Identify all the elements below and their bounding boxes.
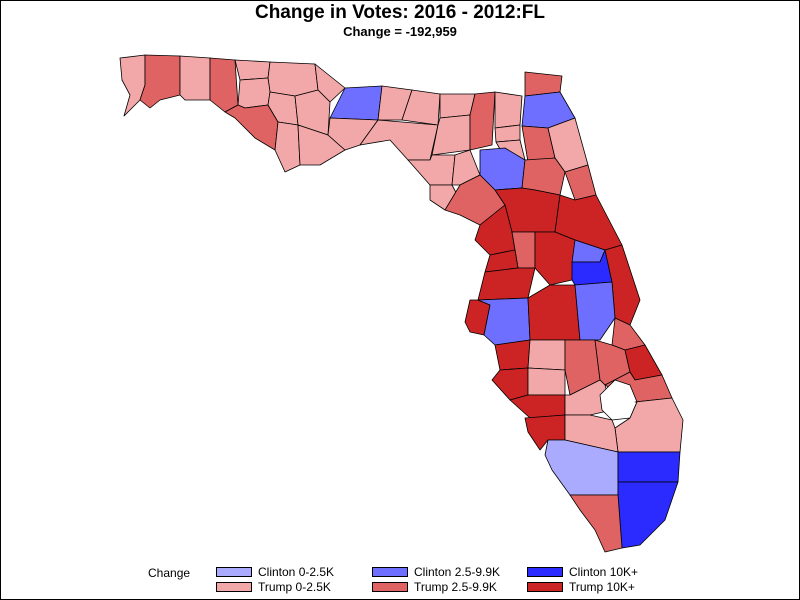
county-walton — [209, 57, 239, 113]
county-washington — [237, 77, 271, 109]
county-union — [494, 124, 521, 143]
county-broward — [617, 451, 681, 483]
county-pasco — [477, 267, 536, 301]
county-polk — [527, 284, 581, 341]
county-sarasota — [491, 367, 529, 401]
legend-swatch — [527, 582, 563, 592]
county-baker — [494, 91, 523, 129]
county-charlotte — [509, 394, 566, 419]
county-escambia — [119, 54, 146, 117]
legend-label: Trump 10K+ — [569, 580, 635, 594]
county-columbia — [469, 91, 496, 151]
county-franklin — [297, 124, 346, 166]
county-monroe — [569, 494, 623, 553]
legend-swatch — [372, 567, 408, 577]
legend-swatch — [216, 567, 252, 577]
county-wakulla — [327, 117, 379, 151]
county-flagler — [564, 164, 597, 201]
county-santa-rosa — [139, 54, 181, 109]
legend-label: Clinton 0-2.5K — [258, 565, 335, 579]
county-gulf — [274, 121, 301, 173]
map-subtitle: Change = -192,959 — [343, 24, 457, 39]
legend-swatch — [527, 567, 563, 577]
legend-swatch — [216, 582, 252, 592]
county-hardee — [527, 339, 566, 371]
county-okaloosa — [179, 55, 211, 101]
legend-label: Trump 0-2.5K — [258, 580, 331, 594]
legend-title: Change — [148, 566, 191, 580]
county-osceola — [574, 281, 616, 341]
county-holmes — [234, 59, 271, 81]
map-title: Change in Votes: 2016 - 2012:FL — [254, 2, 545, 23]
county-manatee — [494, 339, 531, 371]
county-miami-dade — [617, 481, 679, 549]
legend-label: Clinton 10K+ — [569, 565, 639, 579]
legend-label: Trump 2.5-9.9K — [414, 580, 497, 594]
county-bay — [224, 104, 279, 151]
county-jackson — [267, 61, 319, 97]
county-lake — [534, 231, 576, 286]
county-liberty — [294, 89, 331, 136]
county-desoto — [527, 367, 566, 396]
legend-label: Clinton 2.5-9.9K — [414, 565, 501, 579]
legend-swatch — [372, 582, 408, 592]
